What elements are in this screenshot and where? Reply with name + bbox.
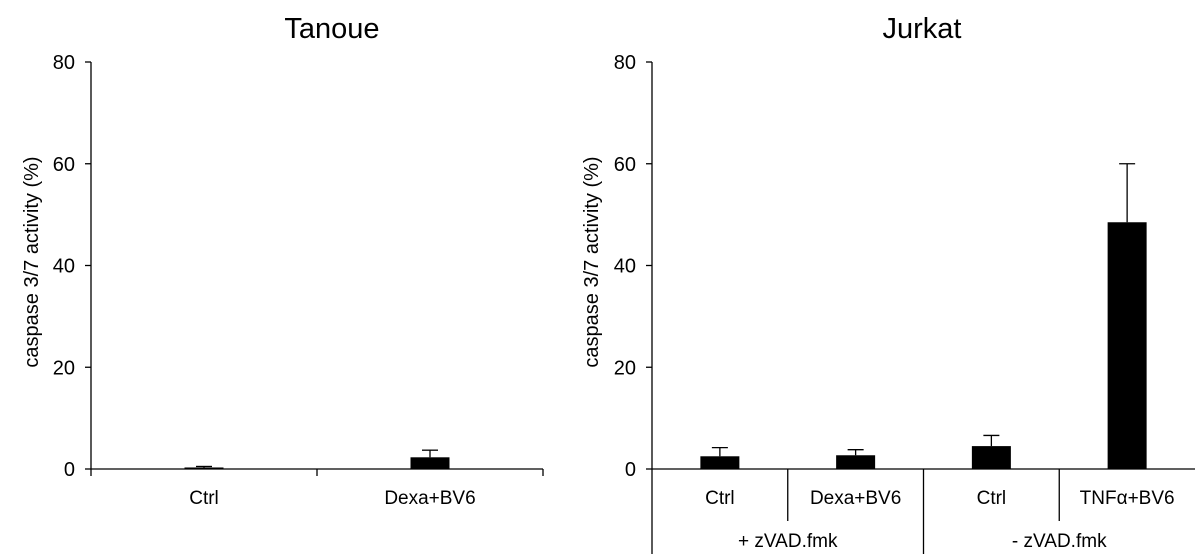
y-tick-label: 0	[625, 459, 636, 481]
y-tick-label: 20	[614, 357, 636, 379]
x-group-label: + zVAD.fmk	[738, 531, 838, 552]
chart-title: Jurkat	[883, 13, 962, 45]
bar	[410, 457, 450, 469]
bar	[1107, 222, 1147, 469]
bars	[700, 163, 1147, 469]
axes: 0 20 40 60 80 Ctrl Dexa+BV6 Ctrl TNFα+BV6 + zVAD.…	[614, 52, 1195, 554]
y-tick-label: 60	[614, 154, 636, 176]
tanoue-chart: Tanoue caspase 3/7 activity (%) 0 20 40 60 8…	[21, 13, 544, 509]
y-tick-label: 60	[53, 154, 75, 176]
x-category-label: Ctrl	[977, 488, 1007, 509]
bars	[184, 449, 450, 469]
chart-title: Tanoue	[284, 13, 379, 45]
bar	[184, 467, 224, 469]
bar	[700, 456, 740, 469]
bar	[971, 446, 1011, 469]
y-tick-label: 0	[64, 459, 75, 481]
y-axis-label: caspase 3/7 activity (%)	[581, 156, 603, 367]
y-tick-label: 80	[614, 52, 636, 74]
y-tick-label: 20	[53, 357, 75, 379]
x-category-label: Dexa+BV6	[810, 488, 901, 509]
axes: 0 20 40 60 80 Ctrl Dexa+BV6	[53, 52, 544, 509]
x-category-label: Ctrl	[705, 488, 735, 509]
x-category-label: TNFα+BV6	[1080, 488, 1175, 509]
y-tick-label: 40	[53, 256, 75, 278]
jurkat-chart: Jurkat caspase 3/7 activity (%) 0 20 40 60 8…	[581, 13, 1195, 554]
bar	[836, 455, 876, 469]
x-category-label: Ctrl	[189, 488, 219, 509]
y-tick-label: 40	[614, 256, 636, 278]
x-category-label: Dexa+BV6	[384, 488, 475, 509]
y-tick-label: 80	[53, 52, 75, 74]
x-group-label: - zVAD.fmk	[1012, 531, 1107, 552]
y-axis-label: caspase 3/7 activity (%)	[21, 156, 43, 367]
